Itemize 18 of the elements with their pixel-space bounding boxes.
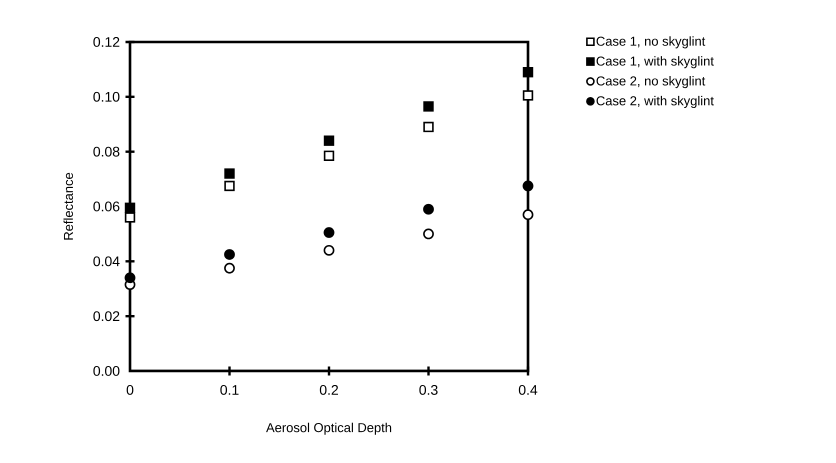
x-axis-title: Aerosol Optical Depth: [266, 422, 392, 435]
x-tick-label: 0.4: [518, 384, 538, 395]
x-tick-label: 0.1: [220, 384, 239, 395]
legend-label: Case 2, with skyglint: [596, 96, 714, 108]
x-tick-label: 0.2: [320, 384, 338, 395]
y-tick-label: 0.10: [93, 92, 120, 102]
y-tick-label: 0.12: [93, 37, 120, 47]
legend-label: Case 1, no skyglint: [596, 36, 706, 48]
x-tick-label: 0.3: [419, 384, 438, 395]
y-tick-label: 0.06: [93, 202, 120, 212]
legend-label: Case 1, with skyglint: [596, 56, 714, 68]
y-tick-label: 0.04: [93, 256, 120, 266]
y-tick-label: 0.00: [93, 366, 120, 376]
legend-label: Case 2, no skyglint: [596, 76, 706, 88]
y-tick-label: 0.02: [93, 311, 120, 322]
y-axis-title: Reflectance: [63, 172, 73, 240]
y-tick-label: 0.08: [93, 146, 120, 157]
x-tick-label: 0: [126, 384, 134, 395]
